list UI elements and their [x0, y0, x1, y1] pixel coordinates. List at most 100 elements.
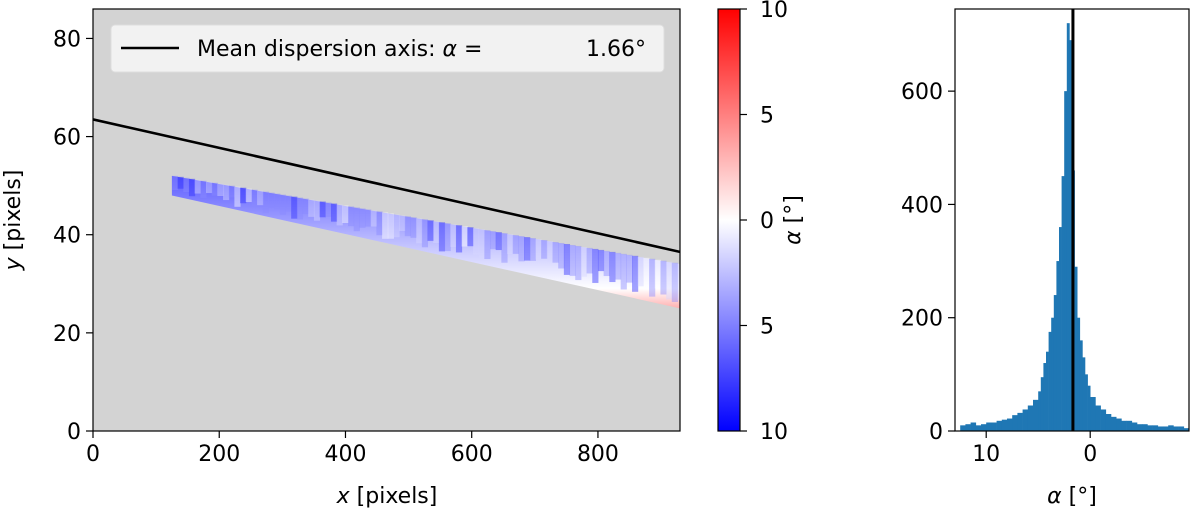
histogram-bar: [1027, 405, 1034, 431]
trace-stripe: [240, 187, 247, 204]
trace-stripe: [490, 231, 497, 250]
histogram-bar: [1048, 331, 1052, 431]
trace-stripe: [654, 259, 661, 289]
trace-stripe: [205, 181, 213, 194]
map-x-tick-label: 600: [451, 442, 493, 467]
trace-stripe: [234, 186, 241, 207]
histogram-bar: [1012, 415, 1018, 431]
colorbar-gradient: [717, 8, 741, 432]
trace-stripe: [558, 242, 565, 269]
trace-stripe: [200, 180, 207, 198]
trace-stripe: [217, 183, 224, 197]
map-x-tick-label: 400: [324, 442, 366, 467]
trace-stripe: [643, 257, 650, 291]
histogram-y-tick-label: 400: [901, 193, 943, 218]
trace-stripe: [387, 213, 394, 239]
trace-stripe: [546, 241, 554, 262]
trace-stripe: [365, 209, 372, 227]
histogram-bar: [1022, 409, 1029, 431]
trace-stripe: [376, 211, 383, 236]
trace-stripe: [313, 200, 321, 221]
map-y-axis-var: y: [1, 256, 26, 271]
histogram-bar: [1074, 266, 1078, 431]
histogram-bar: [996, 420, 1003, 431]
histogram-bar: [1040, 377, 1044, 431]
trace-stripe: [501, 233, 508, 263]
trace-stripe: [291, 196, 298, 219]
legend-box: [110, 24, 665, 73]
trace-stripe: [632, 255, 639, 292]
trace-stripe: [399, 215, 406, 231]
histogram-bar: [1183, 428, 1190, 431]
histogram-bar: [1147, 425, 1153, 431]
trace-stripe: [330, 203, 338, 222]
histogram-bar: [1064, 91, 1068, 432]
legend-label-eq: =: [457, 37, 482, 62]
trace-stripe: [342, 205, 349, 224]
histogram-bar: [1043, 363, 1047, 431]
histogram-bar: [1051, 317, 1055, 431]
map-panel: Mean dispersion axis: α = 1.66° 0 200 400 6…: [1, 8, 681, 509]
map-y-tick-label: 60: [53, 126, 81, 151]
map-y-tick-label: 20: [53, 322, 81, 347]
legend-label-var: α: [442, 37, 457, 62]
trace-stripe: [467, 227, 474, 247]
trace-stripe: [455, 225, 463, 253]
histogram-bar: [1105, 414, 1112, 431]
trace-stripe: [529, 238, 536, 261]
trace-stripe: [609, 251, 616, 283]
histogram-bar: [1142, 424, 1148, 431]
histogram-x-tick-label: 10: [972, 442, 1000, 467]
trace-stripe: [285, 195, 292, 212]
histogram-bar: [1131, 422, 1138, 431]
histogram-y-tick-label: 600: [901, 80, 943, 105]
histogram-bar: [970, 422, 977, 431]
trace-stripe: [620, 253, 627, 290]
map-y-tick-label: 80: [53, 27, 81, 52]
histogram-bar: [1168, 425, 1174, 431]
trace-stripe: [194, 179, 201, 194]
trace-stripe: [353, 207, 360, 232]
histogram-panel: 10 0 0 200 400 600 α [°]: [901, 8, 1190, 509]
histogram-bar: [1163, 426, 1169, 431]
histogram-bar: [1178, 426, 1185, 431]
mean-dispersion-axis-line: [93, 118, 680, 254]
trace-stripe: [177, 176, 184, 189]
histogram-bar: [1017, 412, 1023, 431]
map-x-axis-unit: [pixels]: [357, 484, 438, 509]
trace-stripe: [478, 229, 485, 259]
histogram-frame: [954, 8, 1190, 432]
trace-stripe: [603, 250, 610, 277]
trace-stripe: [257, 190, 264, 206]
legend-label: Mean dispersion axis: α =: [197, 37, 482, 62]
colorbar-label: α [°]: [781, 195, 806, 245]
histogram-bar: [1069, 40, 1073, 432]
trace-stripe: [211, 182, 218, 196]
histogram-bar: [1007, 418, 1013, 431]
trace-stripe: [171, 175, 179, 191]
trace-stripe: [262, 191, 269, 214]
histogram-bars: [960, 23, 1190, 432]
trace-stripe: [524, 237, 531, 261]
histogram-bar: [960, 425, 966, 431]
histogram-bar: [1121, 420, 1127, 431]
trace-stripe: [308, 199, 315, 217]
trace-stripe: [495, 232, 502, 251]
trace-stripe: [450, 224, 457, 247]
map-y-tick-label: 40: [53, 224, 81, 249]
histogram-bar: [1126, 420, 1133, 431]
trace-stripe: [541, 240, 548, 259]
trace-stripe: [274, 193, 281, 210]
trace-stripe: [347, 206, 355, 227]
trace-stripe: [433, 221, 440, 244]
histogram-x-axis-unit: [°]: [1069, 484, 1097, 509]
histogram-bar: [1038, 391, 1042, 431]
map-x-axis-label: x [pixels]: [336, 484, 438, 509]
histogram-bar: [965, 424, 971, 431]
trace-stripe: [251, 189, 258, 207]
histogram-bar: [1066, 23, 1070, 432]
histogram-bar: [1053, 295, 1057, 431]
histogram-bar: [1079, 340, 1083, 431]
trace-stripe: [649, 258, 656, 297]
trace-stripe: [268, 192, 275, 208]
